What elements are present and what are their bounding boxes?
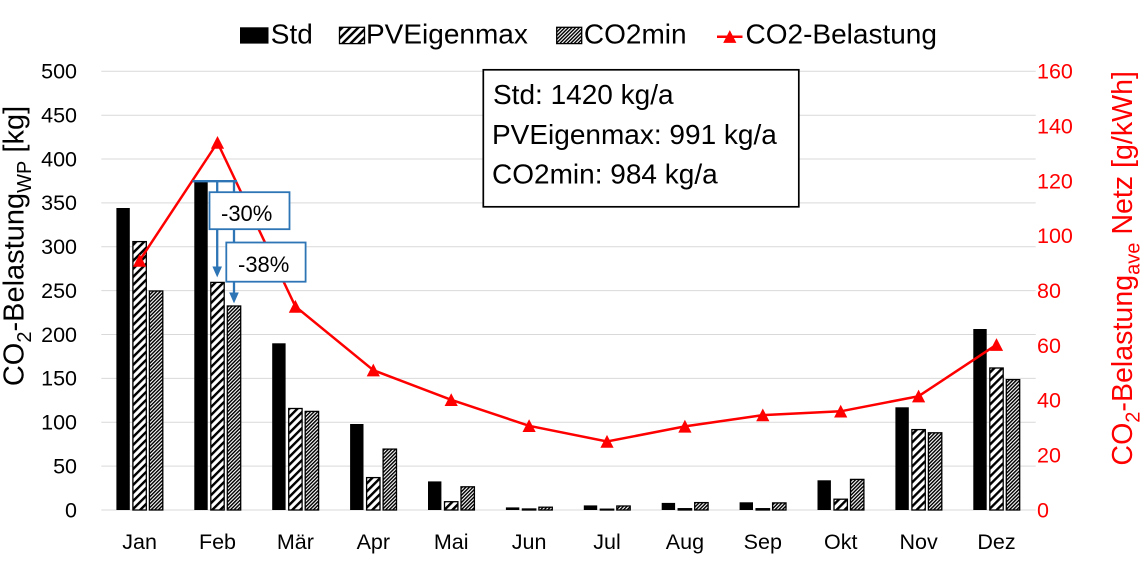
- svg-text:50: 50: [53, 454, 77, 478]
- svg-text:Apr: Apr: [357, 530, 390, 554]
- svg-text:CO2min: CO2min: [584, 18, 687, 49]
- svg-text:20: 20: [1037, 444, 1061, 468]
- svg-text:Mai: Mai: [434, 530, 469, 554]
- svg-text:120: 120: [1037, 169, 1073, 193]
- svg-text:Feb: Feb: [199, 530, 236, 554]
- svg-text:CO2min: 984 kg/a: CO2min: 984 kg/a: [492, 159, 718, 190]
- svg-text:Dez: Dez: [977, 530, 1015, 554]
- svg-text:100: 100: [41, 411, 77, 435]
- svg-text:CO2-Belastungave Netz [g/kWh]: CO2-Belastungave Netz [g/kWh]: [1107, 71, 1145, 466]
- svg-text:250: 250: [41, 279, 77, 303]
- svg-text:0: 0: [1037, 498, 1049, 522]
- svg-text:CO2-BelastungWP [kg]: CO2-BelastungWP [kg]: [0, 106, 36, 386]
- svg-text:PVEigenmax: PVEigenmax: [366, 18, 528, 49]
- svg-text:Sep: Sep: [744, 530, 782, 554]
- svg-text:Jan: Jan: [122, 530, 157, 554]
- svg-text:Aug: Aug: [666, 530, 704, 554]
- svg-text:Mär: Mär: [277, 530, 314, 554]
- svg-text:350: 350: [41, 191, 77, 215]
- svg-text:200: 200: [41, 323, 77, 347]
- svg-text:300: 300: [41, 235, 77, 259]
- svg-text:Jul: Jul: [593, 530, 620, 554]
- svg-text:400: 400: [41, 147, 77, 171]
- svg-text:40: 40: [1037, 389, 1061, 413]
- svg-text:100: 100: [1037, 224, 1073, 248]
- svg-text:450: 450: [41, 104, 77, 128]
- svg-text:500: 500: [41, 60, 77, 84]
- svg-text:160: 160: [1037, 60, 1073, 84]
- svg-text:Okt: Okt: [824, 530, 857, 554]
- svg-text:150: 150: [41, 367, 77, 391]
- svg-text:Std: Std: [271, 18, 313, 49]
- svg-text:-38%: -38%: [238, 252, 289, 277]
- svg-text:-30%: -30%: [221, 201, 272, 226]
- svg-text:Std: 1420 kg/a: Std: 1420 kg/a: [493, 79, 674, 110]
- svg-text:140: 140: [1037, 114, 1073, 138]
- svg-text:PVEigenmax: 991 kg/a: PVEigenmax: 991 kg/a: [492, 119, 777, 150]
- svg-text:0: 0: [65, 498, 77, 522]
- svg-text:60: 60: [1037, 334, 1061, 358]
- svg-text:Nov: Nov: [899, 530, 937, 554]
- svg-text:CO2-Belastung: CO2-Belastung: [746, 18, 937, 49]
- svg-text:Jun: Jun: [512, 530, 547, 554]
- svg-text:80: 80: [1037, 279, 1061, 303]
